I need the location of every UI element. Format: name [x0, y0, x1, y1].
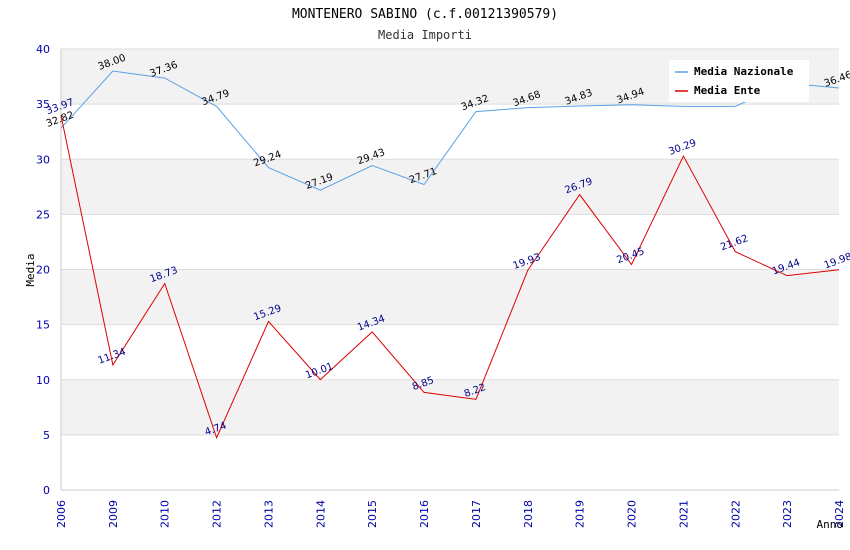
- x-tick-label: 2019: [574, 500, 587, 528]
- x-tick-label: 2006: [55, 500, 68, 528]
- x-axis-ticks: 2006 2009 2010 2012 2013 2014 2015 2016 2017 2018…: [55, 500, 846, 528]
- x-axis-label: Anno: [817, 518, 844, 531]
- y-axis-ticks: 0 5 10 15 20 25 30 35 40: [36, 43, 50, 497]
- band: [61, 159, 839, 215]
- y-tick-label: 25: [36, 208, 50, 221]
- y-tick-label: 5: [43, 429, 50, 442]
- x-tick-label: 2015: [366, 500, 379, 528]
- legend: Media Nazionale Media Ente: [669, 60, 809, 102]
- x-tick-label: 2024: [833, 500, 846, 528]
- series-line-ente: [60, 115, 840, 440]
- x-tick-label: 2022: [729, 500, 742, 528]
- x-tick-label: 2016: [418, 500, 431, 528]
- chart-title: MONTENERO SABINO (c.f.00121390579): [292, 7, 558, 22]
- y-tick-label: 10: [36, 374, 50, 387]
- y-tick-label: 30: [36, 153, 50, 166]
- series-lines: [60, 70, 840, 440]
- series-line-nazionale: [60, 70, 840, 191]
- x-tick-label: 2013: [262, 500, 275, 528]
- y-axis-label: Media: [24, 253, 37, 286]
- x-tick-label: 2012: [211, 500, 224, 528]
- x-tick-label: 2010: [159, 500, 172, 528]
- x-tick-label: 2020: [626, 500, 639, 528]
- band: [61, 379, 839, 435]
- band: [61, 324, 839, 380]
- x-tick-label: 2021: [677, 500, 690, 528]
- x-tick-label: 2009: [107, 500, 120, 528]
- band: [61, 269, 839, 325]
- legend-label-ente: Media Ente: [694, 84, 761, 97]
- y-tick-label: 20: [36, 264, 50, 277]
- x-tick-label: 2018: [522, 500, 535, 528]
- y-tick-label: 40: [36, 43, 50, 56]
- y-tick-label: 0: [43, 484, 50, 497]
- band: [61, 434, 839, 490]
- x-tick-label: 2023: [781, 500, 794, 528]
- legend-label-nazionale: Media Nazionale: [694, 65, 794, 78]
- legend-box: [669, 60, 809, 102]
- y-tick-label: 35: [36, 98, 50, 111]
- grid-lines: [60, 48, 839, 491]
- y-tick-label: 15: [36, 319, 50, 332]
- band: [61, 214, 839, 270]
- chart-subtitle: Media Importi: [378, 28, 472, 42]
- x-tick-label: 2017: [470, 500, 483, 528]
- background-bands: [61, 49, 839, 490]
- band: [61, 104, 839, 160]
- x-tick-label: 2014: [314, 500, 327, 528]
